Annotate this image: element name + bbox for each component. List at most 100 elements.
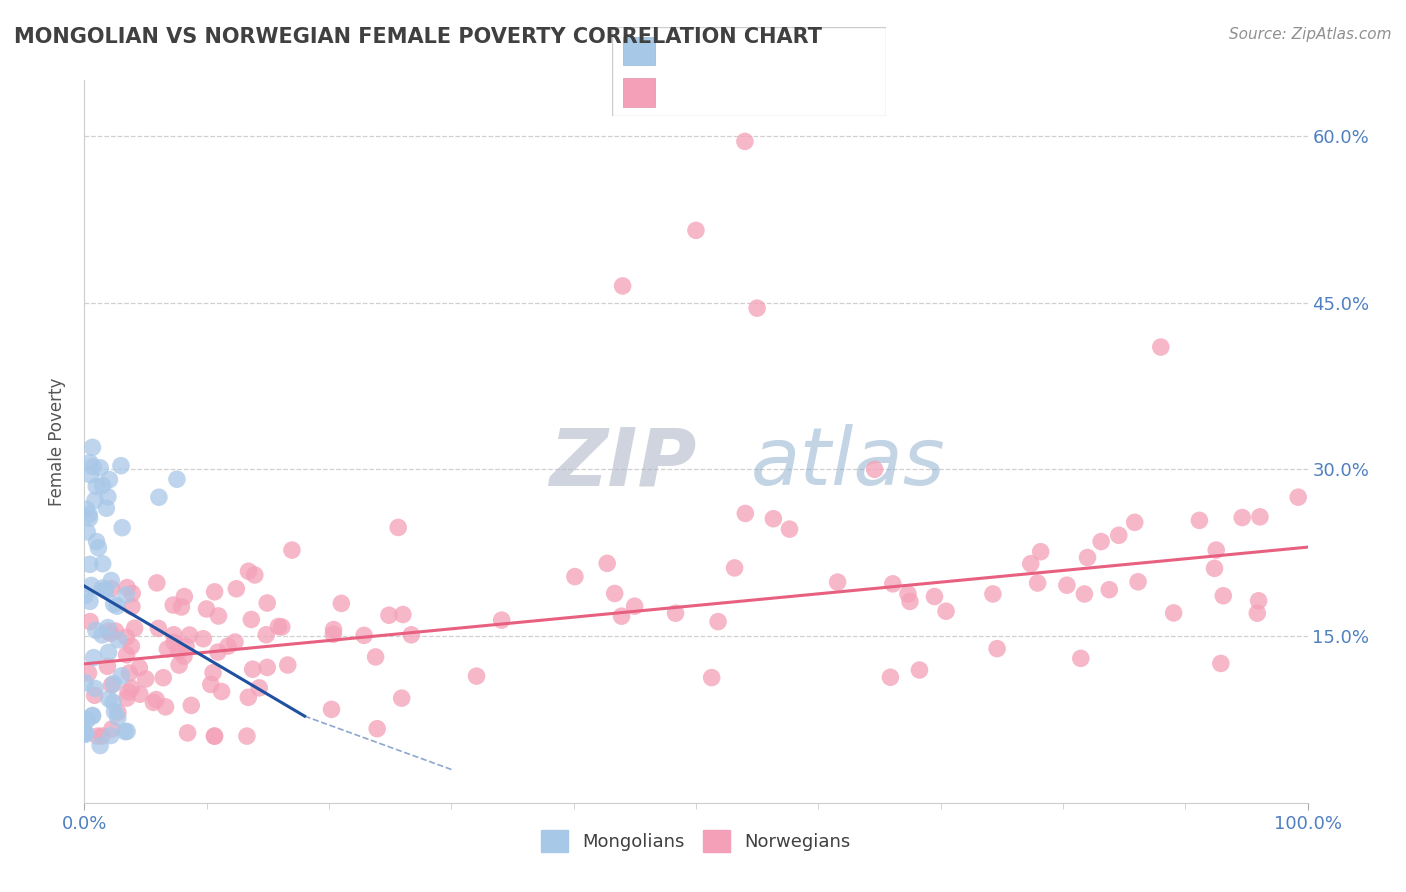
Point [97, 490, 120, 504]
Point [91, 729, 114, 743]
Point [100, 678, 122, 692]
Point [224, 635, 246, 649]
Text: 58: 58 [825, 42, 851, 60]
Point [491, 613, 513, 627]
Point [1188, 513, 1211, 527]
Point [322, 623, 344, 637]
Point [211, 684, 233, 698]
Point [103, 705, 125, 719]
FancyBboxPatch shape [623, 37, 655, 65]
Point [664, 606, 686, 620]
Point [94, 582, 117, 597]
Point [146, 575, 169, 590]
Text: N =: N = [785, 84, 821, 102]
Point [115, 648, 138, 662]
Point [174, 639, 197, 653]
Point [100, 574, 122, 588]
Point [91, 628, 114, 642]
Point [242, 662, 264, 676]
Point [73, 675, 96, 690]
Point [1070, 651, 1092, 665]
Point [115, 724, 138, 739]
Point [79, 615, 101, 629]
Point [387, 520, 409, 534]
Point [105, 599, 128, 614]
Point [91, 557, 114, 571]
Point [564, 569, 586, 583]
Point [254, 628, 277, 642]
Point [120, 639, 142, 653]
Point [207, 645, 229, 659]
Point [401, 628, 423, 642]
Point [247, 681, 270, 695]
Point [1098, 582, 1121, 597]
Point [898, 594, 921, 608]
Point [86, 729, 108, 743]
Point [193, 632, 215, 646]
Point [734, 135, 756, 149]
Point [392, 607, 415, 622]
Point [96, 501, 118, 516]
Point [391, 691, 413, 706]
Point [91, 581, 114, 595]
Point [73, 589, 96, 603]
Point [747, 301, 769, 315]
Point [256, 660, 278, 674]
Point [366, 722, 388, 736]
Point [225, 582, 247, 596]
Point [115, 588, 138, 602]
Point [1150, 340, 1173, 354]
Point [267, 619, 290, 633]
Text: MONGOLIAN VS NORWEGIAN FEMALE POVERTY CORRELATION CHART: MONGOLIAN VS NORWEGIAN FEMALE POVERTY CO… [14, 27, 823, 46]
Point [82, 709, 104, 723]
Point [103, 695, 125, 709]
Point [200, 677, 222, 691]
Point [86, 534, 108, 549]
Text: atlas: atlas [751, 425, 946, 502]
Point [180, 698, 202, 713]
Point [1246, 606, 1268, 620]
Text: N =: N = [785, 42, 821, 60]
Point [121, 681, 143, 696]
Point [879, 670, 901, 684]
Y-axis label: Female Poverty: Female Poverty [48, 377, 66, 506]
Point [167, 644, 190, 658]
Point [79, 558, 101, 572]
Point [163, 628, 186, 642]
Point [104, 624, 127, 639]
Point [73, 726, 96, 740]
Point [863, 462, 886, 476]
Point [82, 459, 104, 474]
Point [145, 692, 167, 706]
Point [465, 669, 488, 683]
Text: -0.261: -0.261 [710, 42, 775, 60]
Point [238, 564, 260, 578]
Point [321, 702, 343, 716]
Point [779, 522, 801, 536]
Point [202, 665, 225, 680]
Point [1249, 509, 1271, 524]
Point [330, 596, 353, 610]
Point [84, 681, 107, 696]
Point [596, 557, 619, 571]
Point [166, 472, 188, 486]
Point [1073, 587, 1095, 601]
Point [908, 663, 931, 677]
Point [935, 604, 957, 618]
Point [173, 590, 195, 604]
Point [707, 615, 730, 629]
Point [162, 598, 184, 612]
Point [152, 671, 174, 685]
Point [204, 729, 226, 743]
Point [207, 609, 229, 624]
Point [79, 456, 101, 470]
Point [378, 608, 401, 623]
Point [179, 628, 201, 642]
Point [924, 590, 946, 604]
Point [79, 594, 101, 608]
Point [243, 568, 266, 582]
Point [217, 639, 239, 653]
Point [84, 624, 107, 638]
Text: 0.299: 0.299 [710, 84, 768, 102]
Point [94, 582, 117, 597]
